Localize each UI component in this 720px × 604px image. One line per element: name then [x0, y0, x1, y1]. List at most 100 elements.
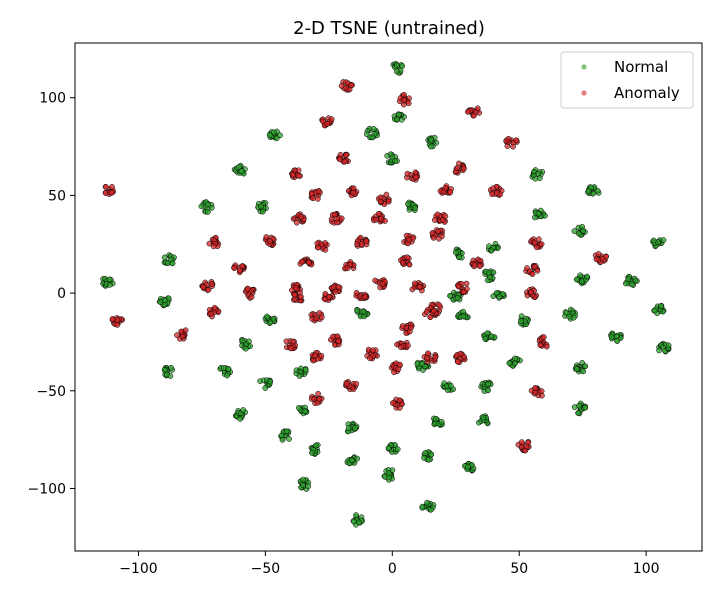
data-point: [353, 512, 359, 518]
data-point: [248, 294, 255, 300]
data-point: [405, 201, 411, 207]
data-point: [580, 368, 586, 375]
cluster-normal: [455, 308, 471, 321]
data-point: [454, 295, 461, 301]
data-point: [386, 474, 392, 481]
data-point: [570, 314, 577, 321]
cluster-anomaly: [409, 280, 427, 294]
data-point: [431, 217, 438, 223]
data-point: [471, 112, 477, 119]
data-point: [315, 390, 321, 397]
data-point: [324, 120, 331, 127]
cluster-anomaly: [262, 234, 277, 248]
data-point: [283, 338, 290, 345]
data-point: [354, 307, 361, 314]
data-point: [224, 372, 230, 379]
cluster-normal: [440, 380, 457, 394]
data-point: [396, 361, 403, 368]
cluster-normal: [421, 449, 435, 463]
cluster-normal: [414, 359, 432, 373]
data-point: [103, 184, 109, 190]
data-point: [531, 263, 538, 270]
cluster-normal: [278, 428, 292, 443]
cluster-anomaly: [452, 160, 467, 176]
data-point: [461, 165, 467, 172]
cluster-normal: [585, 184, 602, 197]
cluster-anomaly: [429, 227, 445, 242]
data-point: [632, 277, 639, 284]
data-point: [629, 281, 635, 288]
data-point: [313, 315, 320, 322]
chart-title: 2-D TSNE (untrained): [293, 18, 485, 39]
data-point: [490, 293, 497, 300]
cluster-anomaly: [308, 310, 325, 324]
data-point: [535, 236, 542, 243]
data-point: [452, 249, 459, 256]
data-point: [440, 188, 447, 195]
data-point: [510, 143, 516, 150]
data-point: [651, 307, 658, 314]
data-point: [535, 210, 542, 217]
data-point: [625, 276, 632, 282]
data-point: [353, 289, 360, 296]
data-point: [378, 216, 384, 222]
data-point: [512, 360, 518, 366]
data-point: [576, 402, 582, 409]
cluster-normal: [257, 377, 274, 391]
cluster-anomaly: [290, 211, 307, 226]
data-point: [506, 360, 513, 366]
data-point: [595, 251, 602, 257]
data-point: [582, 363, 589, 370]
cluster-anomaly: [398, 254, 413, 268]
data-point: [434, 211, 441, 218]
data-point: [433, 416, 439, 422]
cluster-anomaly: [394, 339, 411, 351]
y-tick-label: −100: [28, 481, 66, 497]
data-point: [438, 418, 445, 425]
data-point: [369, 347, 376, 354]
cluster-normal: [161, 364, 175, 379]
data-point: [485, 387, 491, 394]
data-point: [225, 366, 232, 372]
data-point: [164, 260, 171, 267]
cluster-anomaly: [431, 211, 449, 225]
data-point: [309, 450, 316, 456]
data-point: [264, 313, 270, 320]
legend-box: [560, 51, 694, 109]
data-point: [489, 191, 496, 198]
cluster-normal: [482, 268, 497, 284]
data-point: [335, 284, 342, 290]
data-point: [288, 345, 294, 352]
cluster-normal: [156, 295, 172, 309]
cluster-anomaly: [321, 290, 336, 303]
cluster-normal: [391, 111, 407, 123]
data-point: [337, 151, 344, 158]
cluster-anomaly: [346, 185, 360, 199]
data-point: [322, 290, 329, 297]
data-point: [454, 165, 460, 171]
cluster-anomaly: [314, 239, 330, 253]
data-point: [575, 410, 581, 416]
cluster-anomaly: [342, 259, 357, 272]
data-point: [404, 254, 411, 261]
data-point: [369, 134, 376, 141]
data-point: [456, 254, 463, 260]
data-point: [292, 285, 299, 291]
legend-label-normal: Normal: [614, 58, 668, 76]
cluster-normal: [255, 200, 269, 215]
cluster-normal: [363, 125, 380, 141]
data-point: [574, 366, 580, 373]
data-point: [532, 239, 538, 246]
x-tick-label: 50: [510, 561, 528, 577]
data-point: [425, 350, 431, 357]
cluster-normal: [419, 499, 437, 513]
data-point: [528, 289, 535, 295]
cluster-normal: [345, 420, 360, 435]
cluster-normal: [572, 360, 589, 375]
data-point: [244, 285, 251, 292]
cluster-anomaly: [390, 396, 405, 411]
data-point: [174, 332, 180, 338]
data-point: [239, 263, 246, 269]
data-point: [385, 445, 392, 451]
data-point: [335, 338, 342, 344]
